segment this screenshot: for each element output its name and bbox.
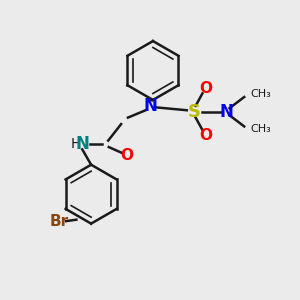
Text: CH₃: CH₃ xyxy=(250,89,271,99)
Text: S: S xyxy=(188,103,201,121)
Text: O: O xyxy=(200,81,212,96)
Text: N: N xyxy=(143,97,157,115)
Text: Br: Br xyxy=(49,214,68,229)
Text: H: H xyxy=(70,137,81,151)
Text: O: O xyxy=(120,148,133,164)
Text: O: O xyxy=(200,128,212,143)
Text: CH₃: CH₃ xyxy=(250,124,271,134)
Text: N: N xyxy=(75,135,89,153)
Text: N: N xyxy=(220,103,233,121)
